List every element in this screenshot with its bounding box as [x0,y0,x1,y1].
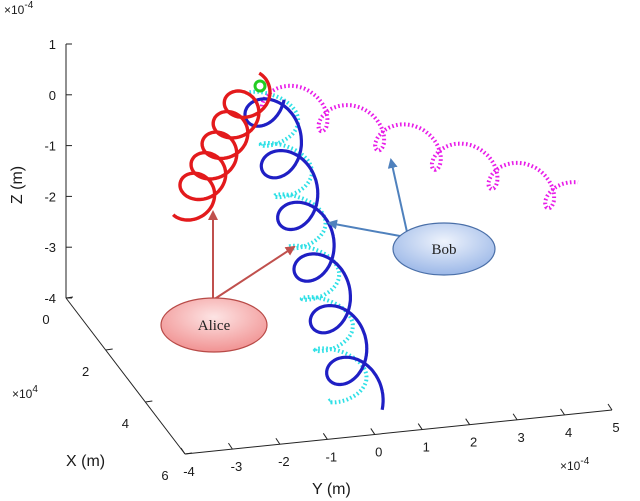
y-tick-mark [417,423,423,430]
z-axis-label: Z (m) [9,166,26,204]
x-axis-ticks: 0 2 4 6 [42,296,193,483]
y-tick-mark [560,408,565,416]
z-tick-label: -3 [44,240,56,255]
z-tick-label: -4 [44,291,56,306]
z-tick-label: -2 [44,189,56,204]
axes-frame [65,44,613,455]
x-axis-multiplier: ×104 [12,384,38,401]
y-axis-ticks: -4 -3 -2 -1 0 1 2 3 4 5 [180,403,620,479]
z-axis-ticks: 1 0 -1 -2 -3 -4 [44,37,72,306]
start-marker [253,79,267,93]
bob-arrow-to-magenta [387,158,408,233]
y-tick-label: -3 [231,459,243,474]
red-solid-helix [171,71,272,222]
x-tick-label: 6 [161,468,168,483]
magenta-dotted-helix [259,83,579,211]
y-tick-label: -2 [278,454,290,469]
trajectories [171,71,579,411]
x-tick-label: 4 [122,416,129,431]
x-axis-label: X (m) [66,453,105,470]
y-tick-mark [370,428,376,435]
y-axis-label: Y (m) [312,481,351,498]
y-tick-mark [322,433,328,440]
x-tick-label: 0 [42,312,49,327]
alice-arrow-to-blue [212,245,296,301]
y-tick-mark [180,447,186,455]
bob-arrows [327,158,408,237]
z-axis-multiplier: ×10-4 [4,0,34,17]
y-tick-label: 3 [517,430,524,445]
y-tick-mark [228,442,233,450]
y-tick-label: 4 [565,425,572,440]
y-tick-mark [465,418,471,425]
bob-callout: Bob [392,222,496,276]
z-tick-label: 0 [49,88,56,103]
x-axis-line [65,297,186,455]
bob-arrow-to-blue [327,219,401,237]
y-tick-label: -4 [183,464,195,479]
x-tick-mark [65,296,74,299]
x-tick-label: 2 [82,364,89,379]
bob-callout-label: Bob [431,242,456,258]
y-tick-mark [512,413,518,421]
y-tick-mark [607,403,613,411]
y-tick-label: 1 [423,440,430,455]
z-tick-label: 1 [49,37,56,52]
y-axis-line [184,409,613,455]
z-tick-label: -1 [44,139,56,154]
alice-callout-label: Alice [198,318,231,334]
y-axis-multiplier: ×10-4 [560,456,590,473]
y-tick-label: 5 [612,420,619,435]
x-tick-mark [184,452,193,455]
y-tick-label: 0 [375,444,382,459]
alice-arrows [208,210,296,301]
y-tick-label: 2 [470,435,477,450]
alice-callout: Alice [160,297,268,353]
y-tick-label: -1 [326,449,338,464]
blue-solid-helix [243,97,385,411]
x-tick-mark [105,348,113,351]
x-tick-mark [145,400,153,403]
y-tick-mark [275,437,281,445]
